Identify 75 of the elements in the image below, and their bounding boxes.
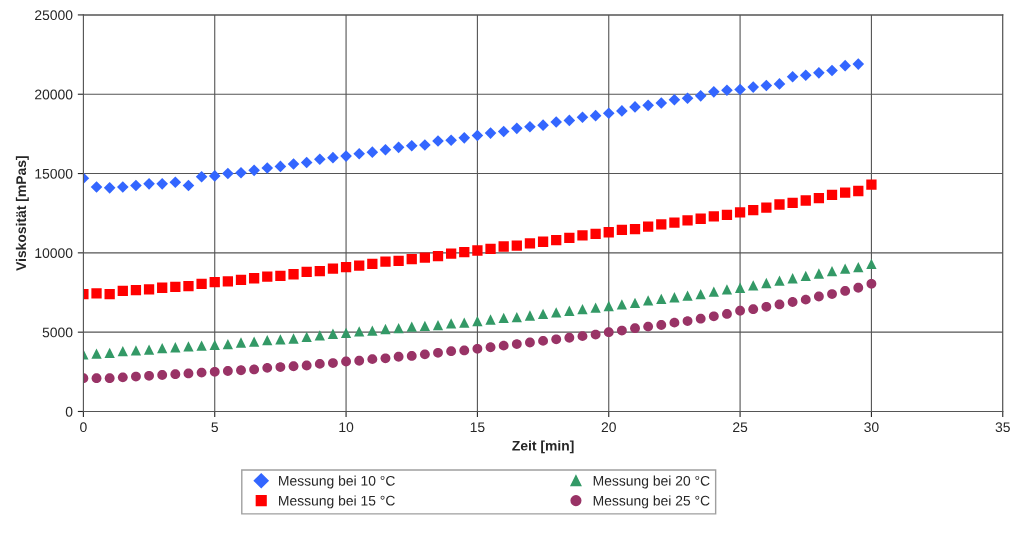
point [524, 120, 536, 133]
point [366, 146, 379, 158]
x-tick-label: 5 [211, 422, 219, 433]
y-tick-label: 0 [65, 406, 73, 417]
point [813, 67, 825, 79]
point [130, 179, 142, 192]
point [208, 170, 221, 182]
legend-label: Messung bei 20 °C [593, 475, 710, 489]
y-tick-label: 15000 [35, 168, 73, 179]
point [602, 107, 615, 120]
point [589, 109, 602, 122]
legend-label: Messung bei 25 °C [593, 495, 710, 509]
y-tick-label: 5000 [42, 327, 73, 338]
point [839, 59, 851, 72]
point [773, 78, 786, 90]
point [169, 176, 182, 189]
point [445, 134, 457, 147]
point [747, 81, 760, 93]
point [497, 125, 510, 138]
point [721, 84, 733, 97]
x-axis-title: Zeit [min] [512, 440, 574, 454]
point [550, 116, 563, 128]
point [760, 79, 773, 92]
y-tick-label: 10000 [35, 248, 73, 259]
x-tick-label: 20 [601, 422, 616, 433]
y-axis-title: Viskosität [mPas] [15, 156, 29, 271]
point [261, 162, 274, 174]
point [235, 166, 247, 179]
x-tick-label: 0 [80, 422, 87, 433]
point [353, 147, 366, 160]
point [563, 114, 576, 127]
point [852, 58, 865, 70]
point [668, 93, 681, 106]
x-tick-label: 35 [995, 422, 1010, 433]
point [694, 90, 707, 102]
point [405, 139, 418, 152]
point [392, 141, 405, 154]
point [655, 97, 668, 109]
x-tick-label: 25 [733, 422, 748, 433]
point [300, 156, 313, 169]
point [116, 181, 129, 193]
point [786, 70, 799, 83]
point [195, 170, 208, 183]
point [248, 164, 260, 177]
point [616, 105, 628, 117]
point [103, 182, 116, 194]
point [484, 127, 497, 139]
y-tick-label: 25000 [35, 10, 73, 21]
point [182, 179, 195, 192]
point [681, 92, 694, 105]
y-tick-label: 20000 [35, 89, 73, 100]
point [471, 129, 484, 142]
legend-label: Messung bei 10 °C [279, 475, 395, 489]
point [511, 122, 523, 135]
point [642, 99, 654, 112]
point [708, 86, 720, 98]
point [537, 119, 549, 131]
point [90, 181, 103, 193]
point [327, 151, 339, 164]
point [379, 143, 392, 156]
legend-label: Messung bei 15 °C [279, 495, 395, 509]
point [287, 158, 300, 170]
point [458, 132, 471, 144]
point [313, 153, 326, 166]
point [799, 69, 812, 82]
point [156, 178, 169, 190]
point [576, 111, 589, 124]
point [222, 167, 234, 180]
x-tick-label: 30 [864, 422, 879, 433]
x-tick-label: 10 [339, 422, 354, 433]
point [826, 64, 838, 77]
point [274, 160, 287, 173]
x-tick-label: 15 [470, 422, 485, 433]
point [143, 178, 155, 190]
point [734, 83, 746, 96]
